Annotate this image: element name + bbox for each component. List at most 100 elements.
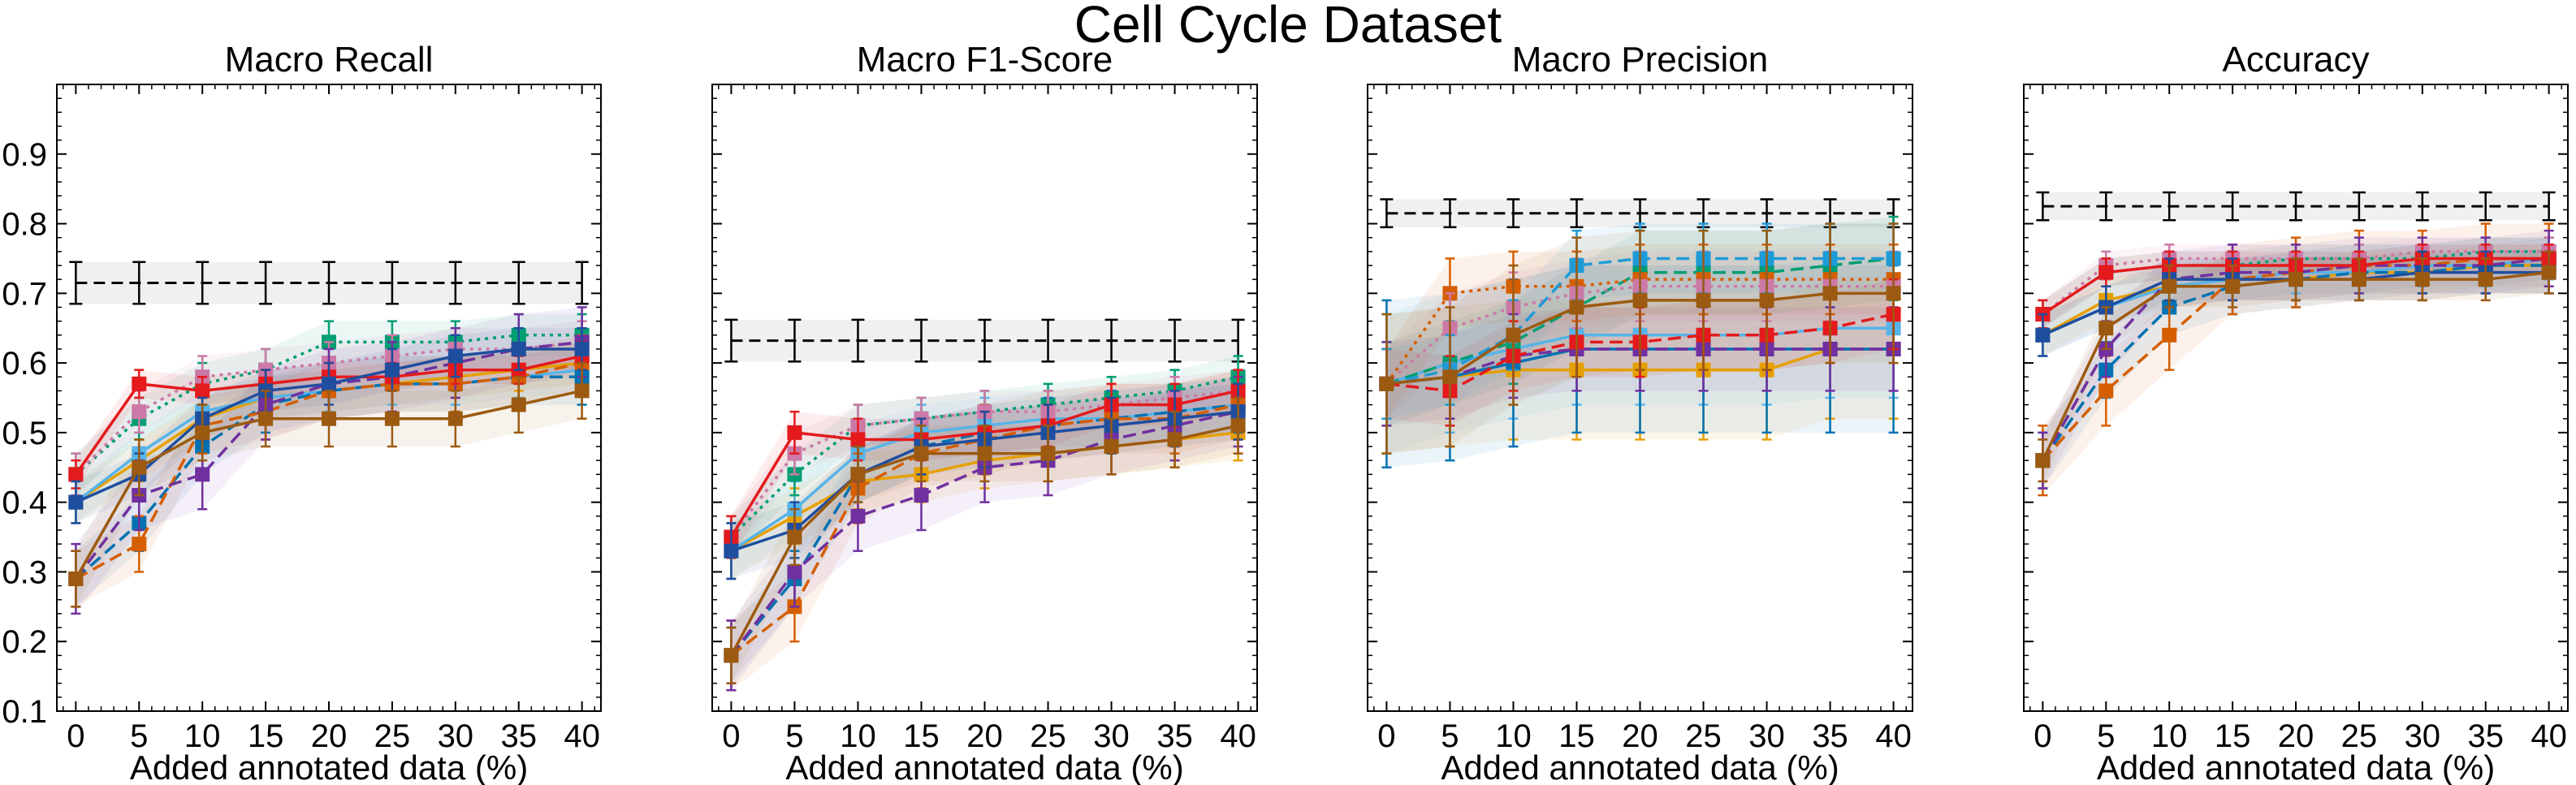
data-point (2098, 265, 2114, 280)
series-line (75, 334, 582, 476)
y-tick-label: 0.8 (2, 207, 47, 243)
data-point (1167, 432, 1182, 447)
data-point (914, 446, 929, 461)
plot-area (2035, 191, 2557, 497)
data-point (914, 488, 929, 503)
data-point (574, 383, 590, 399)
series-line (2041, 257, 2549, 462)
data-point (2478, 272, 2493, 287)
x-tick-label: 5 (785, 718, 803, 754)
data-point (787, 529, 802, 545)
data-point (2414, 272, 2430, 287)
x-tick-label: 0 (722, 718, 740, 754)
data-point (787, 425, 802, 440)
x-tick-label: 10 (184, 718, 221, 754)
y-tick-label: 0.4 (2, 485, 47, 521)
data-point (1230, 418, 1246, 433)
x-tick-label: 40 (1875, 718, 1912, 754)
x-tick-label: 0 (1377, 718, 1395, 754)
x-tick-label: 15 (1558, 718, 1595, 754)
x-tick-label: 5 (1441, 718, 1459, 754)
x-tick-label: 20 (311, 718, 348, 754)
series-line (1385, 285, 1894, 386)
x-tick-label: 35 (1156, 718, 1193, 754)
x-tick-label: 5 (130, 718, 148, 754)
x-tick-label: 10 (2151, 718, 2188, 754)
panel-title: Macro Recall (225, 40, 434, 80)
panel-title: Macro F1-Score (857, 40, 1113, 80)
data-point (258, 411, 274, 426)
data-point (574, 341, 590, 356)
x-tick-label: 20 (2278, 718, 2315, 754)
x-tick-label: 0 (67, 718, 84, 754)
data-point (195, 467, 210, 482)
x-axis-label: Added annotated data (%) (785, 748, 1183, 785)
data-point (724, 648, 739, 663)
x-tick-label: 30 (1748, 718, 1785, 754)
panel-title: Accuracy (2223, 40, 2370, 80)
x-tick-label: 30 (438, 718, 474, 754)
panel-3: Macro Precision 0 5 10 15 20 25 30 35 40 Added ann… (1367, 40, 1913, 785)
data-point (1822, 286, 1838, 301)
x-tick-label: 10 (840, 718, 876, 754)
data-point (2098, 321, 2114, 336)
x-tick-label: 40 (1220, 718, 1256, 754)
data-point (195, 425, 210, 440)
figure-title: Cell Cycle Dataset (1074, 0, 1502, 54)
x-axis-label: Added annotated data (%) (1441, 748, 1839, 785)
x-tick-label: 15 (2215, 718, 2251, 754)
data-point (132, 404, 147, 420)
y-tick-label: 0.5 (2, 416, 47, 451)
x-tick-label: 25 (1685, 718, 1722, 754)
data-point (2289, 272, 2303, 287)
data-point (511, 397, 526, 412)
data-point (68, 494, 84, 510)
data-point (1442, 369, 1458, 385)
y-tick-label: 0.1 (2, 694, 47, 730)
plot-area (1379, 198, 1901, 469)
data-point (447, 348, 463, 364)
data-point (2162, 278, 2177, 294)
series-line (2042, 257, 2549, 462)
data-point (68, 571, 84, 587)
data-point (132, 459, 147, 475)
x-tick-label: 35 (500, 718, 537, 754)
data-point (2225, 278, 2241, 294)
x-tick-label: 40 (564, 718, 600, 754)
y-tick-label: 0.6 (2, 346, 47, 382)
data-point (1040, 446, 1056, 461)
plot-area (724, 318, 1246, 692)
data-point (850, 467, 866, 482)
data-point (384, 362, 400, 377)
x-tick-label: 15 (248, 718, 284, 754)
x-tick-label: 25 (1030, 718, 1066, 754)
y-tick-label: 0.2 (2, 624, 47, 660)
x-axis-label: Added annotated data (%) (2097, 748, 2495, 785)
x-tick-label: 10 (1495, 718, 1532, 754)
plot-area (68, 261, 590, 615)
series-line (730, 375, 1238, 538)
x-tick-label: 25 (2341, 718, 2378, 754)
data-point (2162, 327, 2177, 343)
x-tick-label: 5 (2097, 718, 2115, 754)
y-tick-label: 0.9 (2, 137, 47, 173)
x-tick-label: 30 (2405, 718, 2441, 754)
data-point (1632, 292, 1648, 308)
panel-title: Macro Precision (1512, 40, 1768, 80)
data-point (447, 411, 463, 426)
panel-1: Macro Recall 0 5 10 15 20 25 30 35 40 0.1 0.2 0.3 0.4… (2, 40, 602, 785)
data-point (68, 467, 84, 482)
y-tick-label: 0.3 (2, 554, 47, 590)
x-tick-label: 20 (1622, 718, 1658, 754)
data-point (195, 383, 210, 399)
data-point (724, 543, 739, 559)
data-point (1379, 376, 1394, 391)
data-point (2035, 327, 2051, 343)
data-point (850, 508, 866, 524)
data-point (2098, 383, 2114, 399)
data-point (1506, 327, 1521, 343)
data-point (2035, 453, 2051, 468)
panel-4: Accuracy 0 5 10 15 20 25 30 35 40 Added annotated … (2023, 40, 2569, 785)
data-point (1696, 292, 1711, 308)
